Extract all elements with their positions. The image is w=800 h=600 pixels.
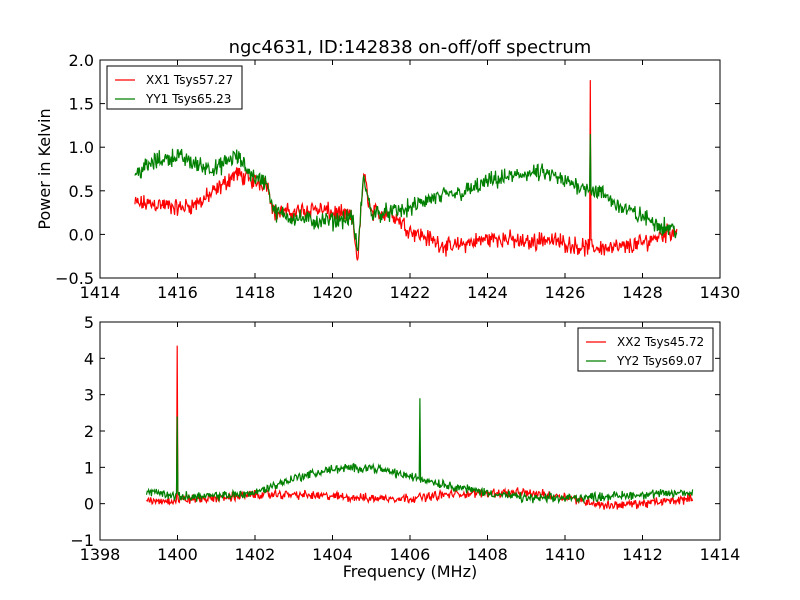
y-tick-label: 1.5 [69,95,94,114]
legend-label: XX1 Tsys57.27 [146,73,233,87]
y-tick-label: 4 [84,349,94,368]
x-tick-label: 1414 [700,545,741,564]
x-tick-label: 1400 [157,545,198,564]
x-tick-label: 1414 [80,283,121,302]
x-tick-label: 1422 [390,283,431,302]
x-tick-label: 1420 [312,283,353,302]
x-axis-label: Frequency (MHz) [343,562,477,581]
x-tick-label: 1402 [235,545,276,564]
bottom-panel: 1398 1400 1402 1404 1406 1408 1410 1412 1414 −1 0 1… [70,313,740,564]
y-tick-label: 2 [84,422,94,441]
legend: XX1 Tsys57.27 YY1 Tsys65.23 [106,65,243,110]
x-tick-label: 1412 [622,545,663,564]
series-line-xx1 [134,80,678,261]
y-axis-label: Power in Kelvin [35,108,54,229]
x-tick-label: 1398 [80,545,121,564]
series-line-yy2 [145,398,694,505]
x-tick-label: 1410 [545,545,586,564]
y-tick-label: −0.5 [55,269,94,288]
y-tick-label: 0.0 [69,225,94,244]
y-tick-label: 0 [84,495,94,514]
series-line-xx2 [146,345,694,510]
chart-title: ngc4631, ID:142838 on-off/off spectrum [229,37,592,58]
x-tick-label: 1408 [467,545,508,564]
x-tick-label: 1426 [545,283,586,302]
y-tick-label: 1.0 [69,138,94,157]
x-tick-label: 1428 [622,283,663,302]
top-panel: 1414 1416 1418 1420 1422 1424 1426 1428 1430 −0.5… [55,51,740,302]
legend-label: XX2 Tsys45.72 [617,335,704,349]
series-line-yy1 [134,134,678,252]
legend-label: YY2 Tsys69.07 [616,354,702,368]
y-tick-label: 0.5 [69,182,94,201]
y-tick-label: −1 [70,531,94,550]
legend-box [106,65,243,110]
x-tick-label: 1404 [312,545,353,564]
x-tick-label: 1430 [700,283,741,302]
x-tick-label: 1406 [390,545,431,564]
legend-label: YY1 Tsys65.23 [145,92,231,106]
y-tick-label: 3 [84,386,94,405]
y-tick-label: 5 [84,313,94,332]
legend: XX2 Tsys45.72 YY2 Tsys69.07 [577,327,714,372]
x-tick-label: 1418 [235,283,276,302]
x-tick-label: 1416 [157,283,198,302]
y-tick-label: 2.0 [69,51,94,70]
x-tick-label: 1424 [467,283,508,302]
y-tick-label: 1 [84,458,94,477]
legend-box [577,327,714,372]
